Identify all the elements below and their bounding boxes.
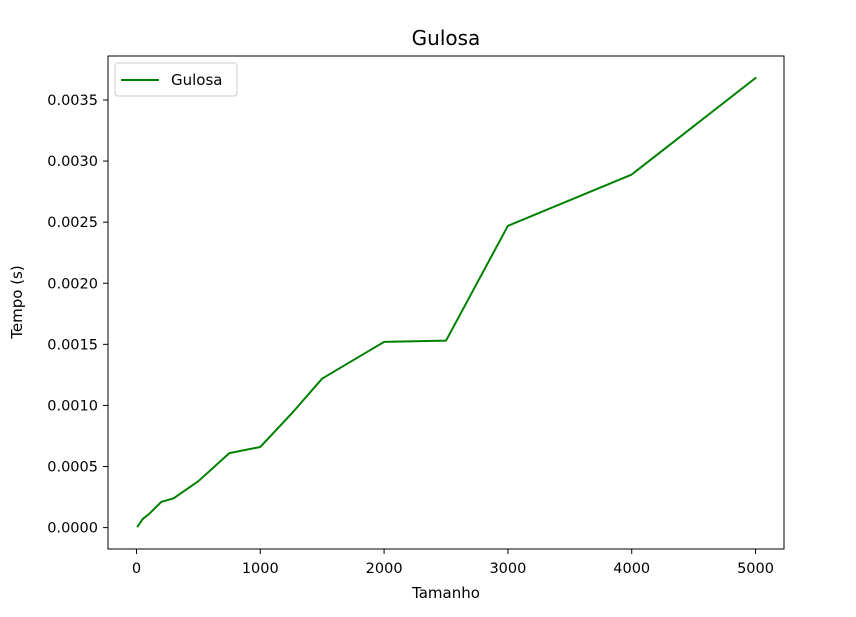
chart-title: Gulosa — [412, 26, 481, 50]
y-axis-label: Tempo (s) — [8, 265, 26, 339]
plot-frame — [107, 55, 785, 550]
x-tick-label: 5000 — [737, 561, 774, 577]
x-tick-label: 0 — [132, 561, 141, 577]
y-tick-label: 0.0020 — [47, 276, 98, 292]
y-tick-label: 0.0010 — [47, 398, 98, 414]
x-tick-label: 2000 — [366, 561, 403, 577]
legend-box — [114, 62, 238, 97]
x-tick-label: 3000 — [489, 561, 526, 577]
x-axis-label: Tamanho — [411, 584, 480, 602]
series-line-gulosa — [136, 76, 757, 528]
x-axis: 0 1000 2000 3000 4000 5000 — [132, 549, 774, 577]
series-layer — [136, 76, 757, 528]
y-tick-label: 0.0005 — [47, 460, 98, 476]
y-tick-label: 0.0030 — [47, 154, 98, 170]
y-tick-label: 0.0000 — [47, 521, 98, 537]
y-tick-label: 0.0025 — [47, 215, 98, 231]
y-axis: 0.0000 0.0005 0.0010 0.0015 0.0020 0.0025 0.00… — [47, 93, 108, 537]
x-tick-label: 1000 — [242, 561, 279, 577]
y-tick-label: 0.0035 — [47, 93, 98, 109]
y-tick-label: 0.0015 — [47, 337, 98, 353]
legend: Gulosa — [114, 62, 238, 97]
legend-label-gulosa: Gulosa — [171, 71, 222, 89]
x-tick-label: 4000 — [613, 561, 650, 577]
plot-area — [107, 55, 785, 550]
